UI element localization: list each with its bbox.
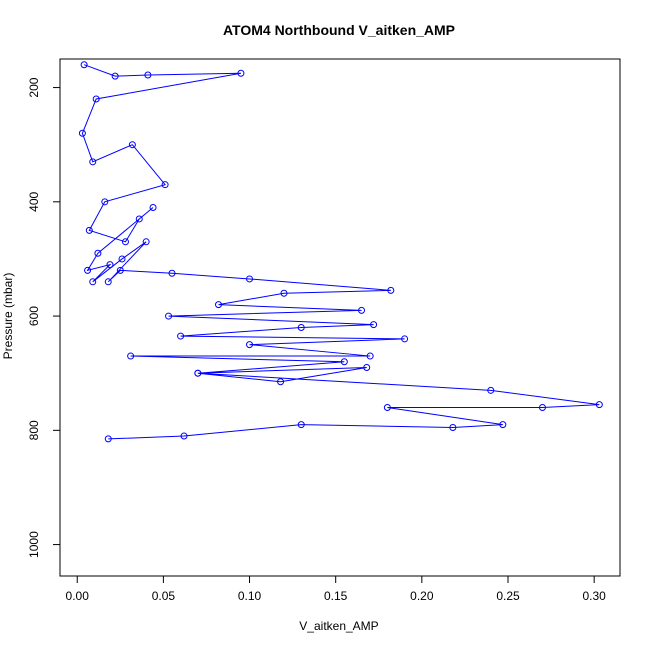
data-point: [101, 198, 109, 206]
y-tick-label: 1000: [27, 531, 41, 558]
data-point: [89, 278, 97, 286]
data-point: [215, 301, 223, 309]
x-axis-label: V_aitken_AMP: [299, 619, 378, 633]
data-point: [499, 421, 507, 429]
data-point: [340, 358, 348, 366]
data-point: [121, 238, 129, 246]
data-point: [180, 432, 188, 440]
data-point: [366, 352, 374, 360]
data-point: [106, 261, 114, 269]
x-tick-label: 0.10: [238, 589, 262, 603]
data-point: [297, 421, 305, 429]
y-tick-label: 400: [27, 191, 41, 211]
data-point: [449, 423, 457, 431]
data-point: [487, 386, 495, 394]
data-point: [363, 363, 371, 371]
data-point: [277, 378, 285, 386]
data-point: [84, 266, 92, 274]
chart-title: ATOM4 Northbound V_aitken_AMP: [223, 22, 455, 38]
data-point: [370, 321, 378, 329]
data-point: [161, 181, 169, 189]
data-point: [246, 275, 254, 283]
data-series: [78, 61, 603, 443]
data-point: [297, 323, 305, 331]
data-point: [237, 69, 245, 77]
data-point: [116, 266, 124, 274]
data-point: [111, 72, 119, 80]
x-tick-label: 0.25: [496, 589, 520, 603]
x-tick-label: 0.05: [152, 589, 176, 603]
series-line: [81, 64, 600, 440]
data-point: [92, 95, 100, 103]
x-tick-label: 0.30: [582, 589, 606, 603]
x-axis: 0.00 0.05 0.10 0.15 0.20 0.25 0.30: [66, 575, 606, 603]
data-point: [128, 141, 136, 149]
x-tick-label: 0.00: [66, 589, 90, 603]
data-point: [127, 352, 135, 360]
plot-frame: [59, 58, 621, 577]
data-point: [538, 403, 546, 411]
data-point: [165, 312, 173, 320]
data-point: [168, 269, 176, 277]
data-point: [177, 332, 185, 340]
data-point: [246, 341, 254, 349]
data-point: [104, 435, 112, 443]
data-point: [85, 226, 93, 234]
data-point: [89, 158, 97, 166]
data-point: [142, 238, 150, 246]
y-tick-label: 600: [27, 306, 41, 326]
x-tick-label: 0.20: [410, 589, 434, 603]
data-point: [387, 286, 395, 294]
data-point: [401, 335, 409, 343]
data-point: [595, 401, 603, 409]
y-tick-label: 800: [27, 420, 41, 440]
data-layer: [78, 61, 603, 443]
data-point: [149, 204, 157, 212]
data-point: [194, 369, 202, 377]
x-tick-label: 0.15: [324, 589, 348, 603]
data-point: [94, 249, 102, 257]
data-point: [358, 306, 366, 314]
data-point: [80, 61, 88, 69]
y-tick-label: 200: [27, 77, 41, 97]
data-point: [104, 278, 112, 286]
data-point: [383, 403, 391, 411]
data-point: [78, 129, 86, 137]
y-axis-label: Pressure (mbar): [1, 273, 15, 360]
data-point: [144, 71, 152, 79]
data-point: [280, 289, 288, 297]
y-axis: 200 400 600 800 1000: [27, 77, 61, 558]
data-point: [135, 215, 143, 223]
data-point: [118, 255, 126, 263]
